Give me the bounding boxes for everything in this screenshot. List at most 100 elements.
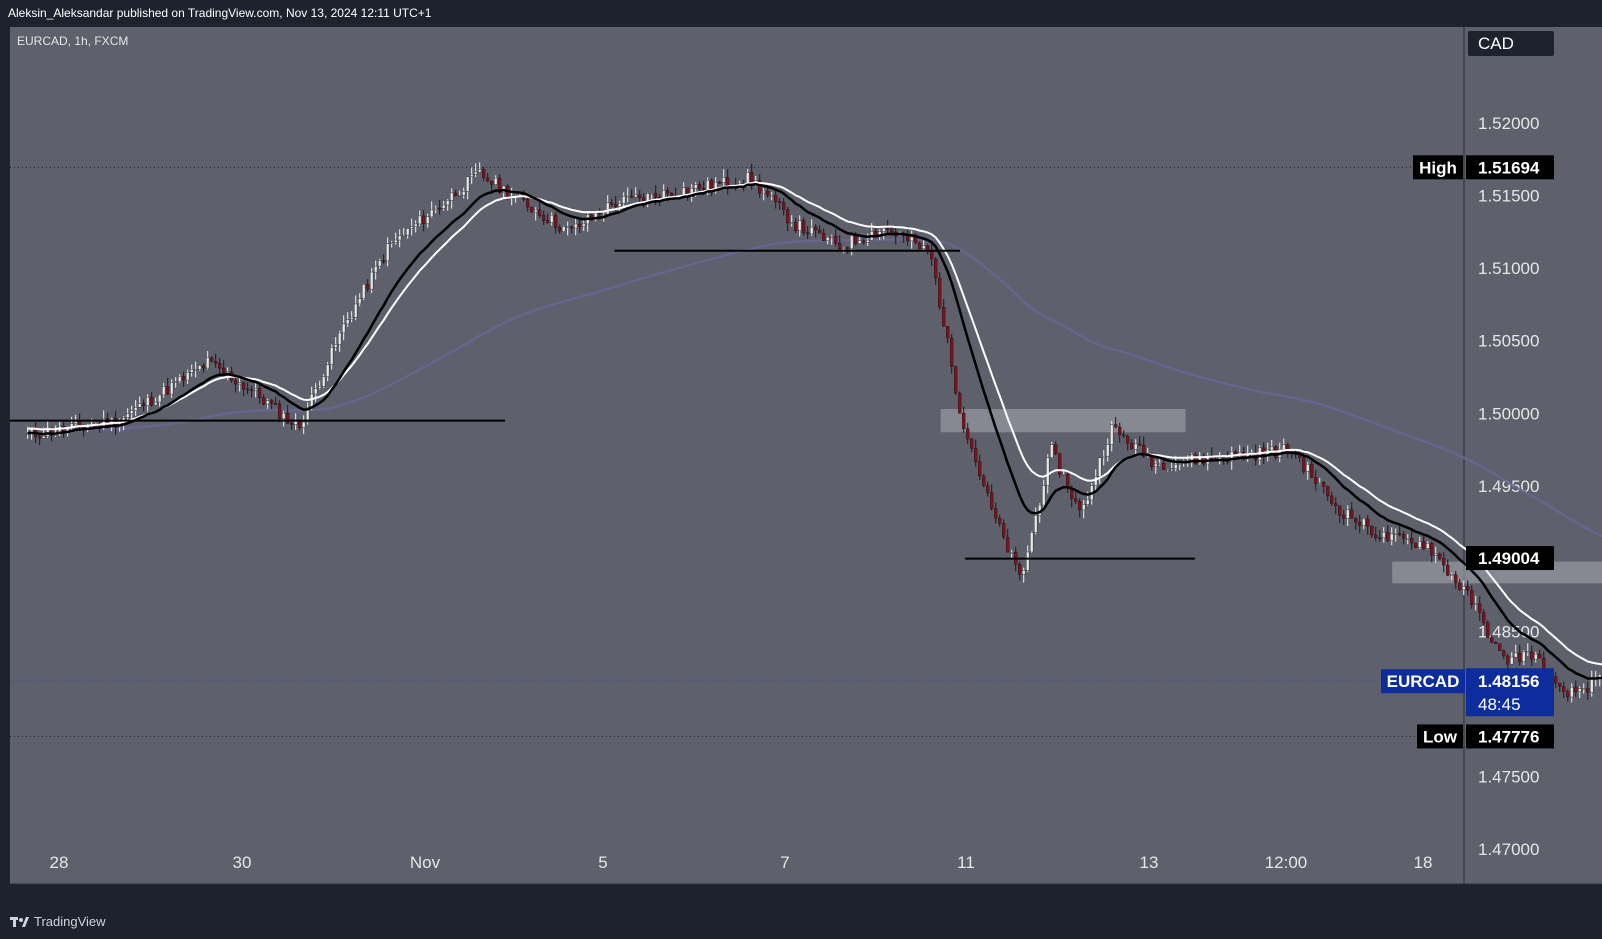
time-tick-label: 12:00 [1265, 853, 1308, 872]
candle-body [294, 421, 298, 425]
candle-body [578, 223, 582, 227]
candle-body [1430, 543, 1434, 556]
tradingview-logo[interactable]: TradingView [10, 914, 106, 929]
candle-body [386, 243, 390, 262]
currency-badge[interactable] [1468, 31, 1554, 56]
publish-header: Aleksin_Aleksandar published on TradingV… [0, 0, 1602, 27]
candle-body [1374, 534, 1378, 538]
candle-body [74, 421, 78, 424]
candle-body [1230, 451, 1234, 462]
candle-body [490, 180, 494, 185]
candle-body [1034, 515, 1038, 533]
time-tick-label: Nov [410, 853, 441, 872]
candle-body [330, 346, 334, 366]
candle-body [446, 200, 450, 206]
candle-body [706, 179, 710, 190]
candle-body [126, 413, 130, 418]
candle-body [598, 212, 602, 215]
candle-body [162, 386, 166, 396]
candle-body [1098, 457, 1102, 477]
candle-body [1270, 446, 1274, 451]
candle-body [210, 357, 214, 362]
candle-body [1018, 564, 1022, 575]
candle-body [602, 213, 606, 216]
candle-body [434, 207, 438, 211]
candle-body [574, 223, 578, 229]
candle-body [1582, 688, 1586, 690]
candle-body [1554, 676, 1558, 684]
candle-body [1466, 586, 1470, 591]
candle-body [1422, 541, 1426, 549]
candle-body [1578, 688, 1582, 692]
candle-body [374, 265, 378, 273]
candle-body [410, 226, 414, 229]
candle-body [1442, 558, 1446, 566]
candle-body [1330, 495, 1334, 504]
candle-body [1414, 542, 1418, 548]
candle-body [1078, 500, 1082, 511]
candle-body [614, 204, 618, 207]
candle-body [914, 236, 918, 244]
candle-body [546, 220, 550, 223]
price-tick-label: 1.49500 [1478, 477, 1539, 496]
candle-body [1306, 463, 1310, 472]
candle-body [1486, 622, 1490, 638]
candle-body [758, 180, 762, 194]
candle-body [842, 247, 846, 249]
candle-body [618, 203, 622, 207]
candle-body [382, 260, 386, 263]
candle-body [1354, 518, 1358, 523]
candle-body [1322, 481, 1326, 487]
candle-body [686, 187, 690, 194]
candle-body [910, 236, 914, 242]
candle-body [1350, 509, 1354, 519]
candle-body [866, 239, 870, 243]
candle-body [214, 361, 218, 364]
candle-body [478, 169, 482, 173]
candle-body [1178, 463, 1182, 465]
plot-area[interactable] [10, 27, 1464, 884]
candle-body [566, 226, 570, 228]
price-tick-label: 1.51500 [1478, 186, 1539, 205]
candle-body [1026, 551, 1030, 571]
price-tick-label: 1.47500 [1478, 768, 1539, 787]
ema-slow-line [27, 181, 1602, 666]
price-tick-label: 1.52000 [1478, 114, 1539, 133]
candle-body [850, 235, 854, 249]
candle-body [642, 197, 646, 202]
candle-body [974, 448, 978, 462]
candle-body [318, 386, 322, 389]
candle-body [1106, 444, 1110, 457]
candle-body [1482, 612, 1486, 623]
candle-body [146, 396, 150, 406]
candle-body [38, 436, 42, 439]
candle-body [918, 242, 922, 249]
candle-body [430, 209, 434, 218]
candle-body [1058, 453, 1062, 475]
candle-body [854, 235, 858, 244]
candle-body [1170, 468, 1174, 471]
symbol-tag [1381, 669, 1465, 694]
candle-body [1134, 443, 1138, 450]
candle-body [326, 364, 330, 378]
supply-demand-zone[interactable] [940, 409, 1186, 433]
countdown-value: 48:45 [1478, 695, 1521, 714]
candle-body [1174, 464, 1178, 470]
footer-bar: TradingView [0, 905, 1602, 939]
time-tick-label: 11 [957, 853, 975, 872]
candle-body [950, 337, 954, 367]
candle-body [358, 298, 362, 305]
candle-body [550, 214, 554, 223]
candle-body [1282, 444, 1286, 450]
candle-body [142, 403, 146, 406]
candle-body [322, 376, 326, 387]
candle-body [182, 376, 186, 381]
candle-body [338, 332, 342, 345]
candle-body [186, 372, 190, 381]
candle-body [1586, 688, 1590, 693]
candle-body [218, 362, 222, 369]
candle-body [702, 188, 706, 190]
candle-body [606, 202, 610, 215]
time-tick-label: 18 [1414, 853, 1433, 872]
